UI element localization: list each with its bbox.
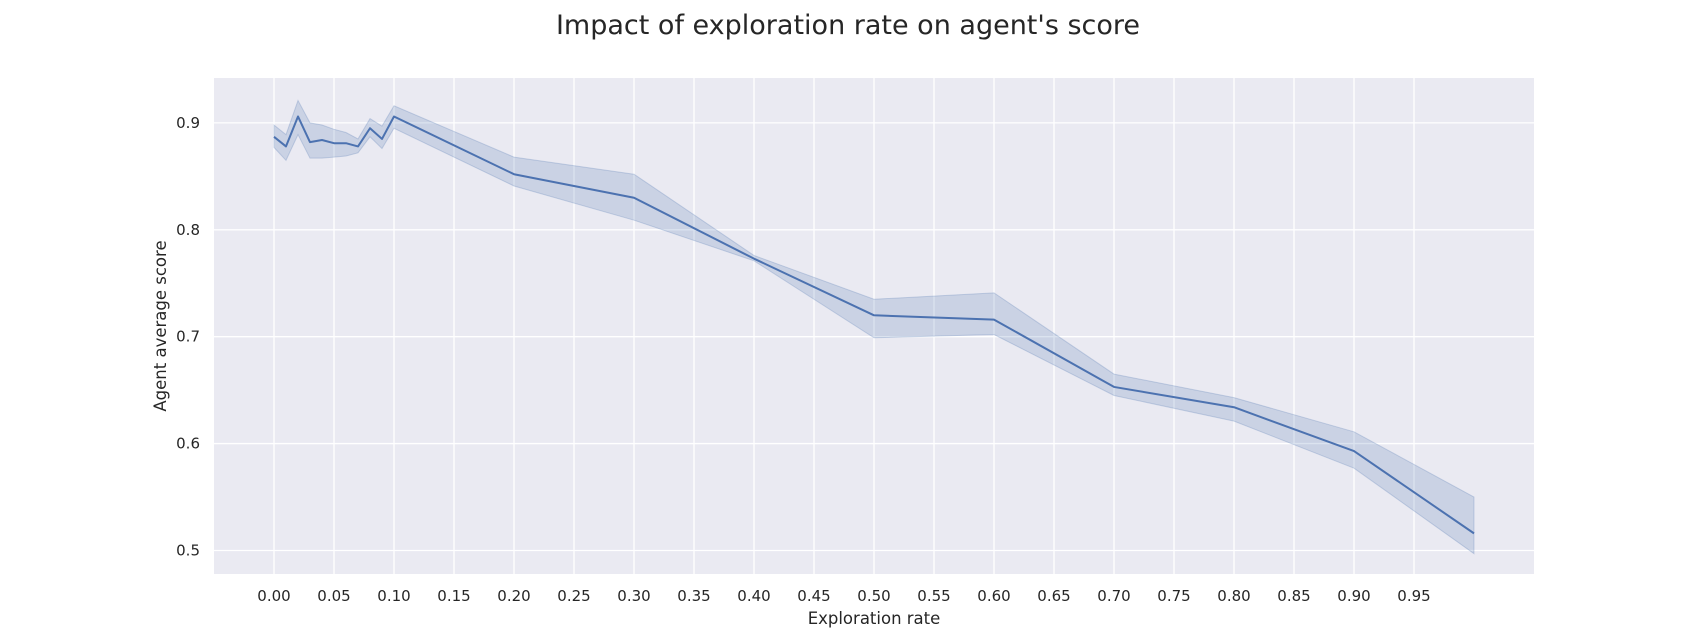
x-axis-label: Exploration rate [808,609,941,628]
x-tick-label: 0.80 [1217,587,1250,605]
x-tick-label: 0.35 [677,587,710,605]
x-tick-label: 0.85 [1277,587,1310,605]
x-axis-ticks: 0.00 0.05 0.10 0.15 0.20 0.25 0.30 0.35 0.40 0.45… [257,587,1430,605]
x-tick-label: 0.60 [977,587,1010,605]
y-axis-label: Agent average score [151,240,170,411]
confidence-band [273,99,1475,555]
x-tick-label: 0.70 [1097,587,1130,605]
x-tick-label: 0.00 [257,587,290,605]
x-tick-label: 0.30 [617,587,650,605]
x-tick-label: 0.55 [917,587,950,605]
confidence-band-layer [273,99,1475,555]
x-tick-label: 0.25 [557,587,590,605]
x-tick-label: 0.10 [377,587,410,605]
y-tick-label: 0.9 [176,114,200,132]
x-tick-label: 0.05 [317,587,350,605]
y-tick-label: 0.8 [176,221,200,239]
y-tick-label: 0.6 [176,435,200,453]
y-axis-ticks: 0.5 0.6 0.7 0.8 0.9 [176,114,200,560]
x-tick-label: 0.40 [737,587,770,605]
chart-title: Impact of exploration rate on agent's sc… [556,10,1140,41]
y-tick-label: 0.5 [176,541,200,559]
series-line-layer [273,115,1475,535]
x-tick-label: 0.15 [437,587,470,605]
x-tick-label: 0.50 [857,587,890,605]
x-tick-label: 0.90 [1337,587,1370,605]
x-tick-label: 0.95 [1397,587,1430,605]
x-tick-label: 0.75 [1157,587,1190,605]
x-tick-label: 0.45 [797,587,830,605]
y-tick-label: 0.7 [176,328,200,346]
x-tick-label: 0.65 [1037,587,1070,605]
x-tick-label: 0.20 [497,587,530,605]
series-line [273,115,1475,535]
